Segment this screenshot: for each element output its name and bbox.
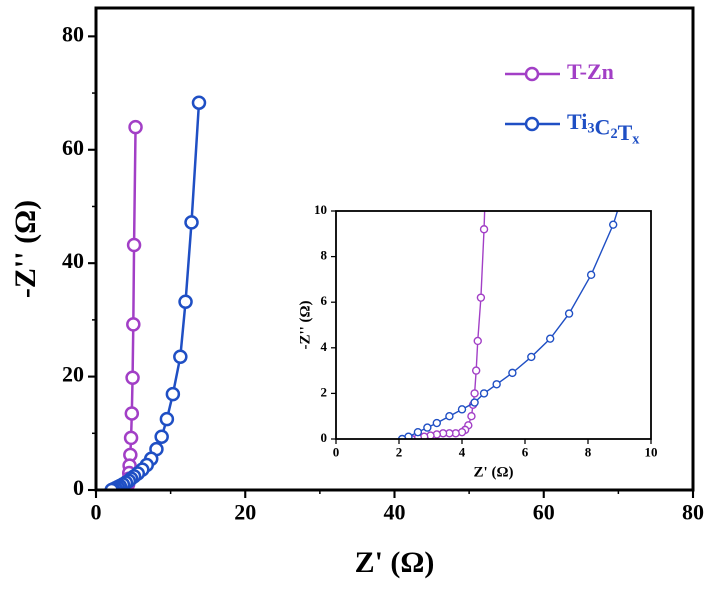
data-point [124, 406, 140, 421]
inset-background [336, 211, 651, 439]
data-point [470, 398, 479, 407]
data-point [154, 429, 169, 444]
data-point [184, 215, 199, 230]
data-point [492, 380, 501, 389]
x-tick-label: 4 [459, 445, 466, 460]
x-tick-label: 2 [396, 445, 403, 460]
data-point [126, 317, 141, 332]
inset: 0 2 4 6 8 10 0 2 4 6 8 10 Z' (Ω) -Z'' (Ω) [297, 128, 658, 480]
data-point [527, 352, 536, 362]
y-tick-label: 60 [62, 135, 84, 160]
y-tick-label: 0 [73, 475, 84, 500]
x-axis-label: Z' (Ω) [474, 464, 514, 480]
legend-marker [524, 66, 540, 82]
data-point [457, 405, 467, 414]
data-point [609, 220, 618, 229]
y-tick-label: 6 [321, 293, 328, 308]
data-point [432, 418, 441, 428]
y-tick-label: 8 [321, 248, 328, 263]
data-point [479, 389, 489, 398]
data-point [173, 349, 188, 364]
data-point [473, 336, 482, 346]
y-tick-label: 4 [321, 339, 328, 354]
x-tick-label: 10 [645, 445, 658, 460]
data-point [564, 309, 574, 318]
legend-marker [524, 116, 540, 132]
y-tick-label: 10 [314, 202, 327, 217]
y-tick-label: 20 [62, 362, 84, 387]
data-point [413, 427, 423, 437]
y-tick-label: 2 [321, 384, 328, 399]
data-point [508, 368, 517, 378]
data-point [123, 430, 139, 446]
plot-area [104, 95, 207, 490]
data-point [632, 151, 639, 158]
data-point [423, 423, 432, 432]
x-axis-label: Z' (Ω) [355, 546, 435, 579]
y-axis-label: -Z'' (Ω) [9, 200, 42, 298]
data-point [165, 386, 181, 402]
data-point [470, 389, 479, 398]
data-point [125, 370, 140, 385]
plot-area [397, 128, 639, 439]
x-tick-label: 60 [533, 500, 555, 525]
data-point [445, 412, 454, 421]
data-point [178, 294, 193, 309]
x-tick-label: 0 [91, 500, 102, 525]
x-tick-label: 8 [585, 445, 592, 460]
y-tick-label: 40 [62, 248, 84, 273]
y-axis-label: -Z'' (Ω) [297, 300, 313, 349]
data-point [546, 334, 555, 343]
axes-frame [335, 210, 652, 440]
data-point [586, 270, 596, 280]
x-tick-label: 20 [234, 500, 256, 525]
x-tick-label: 80 [682, 500, 704, 525]
legend-label: T-Zn [567, 59, 614, 84]
legend-label: Ti3C2Tx [567, 109, 640, 148]
x-tick-label: 0 [333, 445, 340, 460]
data-point [126, 237, 142, 253]
data-point [191, 95, 207, 110]
data-point [128, 119, 143, 135]
data-point [159, 411, 175, 427]
data-point [467, 412, 476, 421]
x-tick-label: 6 [522, 445, 529, 460]
y-tick-label: 80 [62, 21, 84, 46]
y-tick-label: 0 [321, 430, 328, 445]
data-point [471, 366, 481, 375]
data-point [479, 225, 489, 234]
data-point [484, 128, 491, 135]
data-point [476, 293, 486, 302]
axes-frame [94, 6, 695, 492]
x-tick-label: 40 [384, 500, 406, 525]
